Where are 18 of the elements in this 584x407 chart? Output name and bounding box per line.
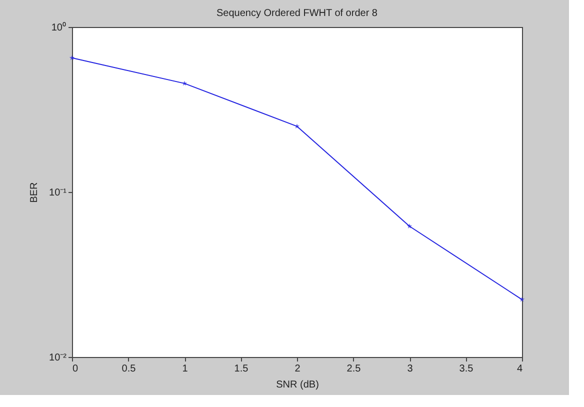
x-tick-label: 4 [516, 364, 523, 374]
x-tick-label: 0.5 [122, 364, 136, 374]
x-tick-label: 1.5 [234, 364, 249, 374]
y-axis-title: BER [29, 182, 40, 203]
x-tick-label: 3.5 [459, 364, 474, 374]
x-axis-title: SNR (dB) [276, 380, 319, 390]
y-tick-label: 10⁻¹ [49, 188, 68, 198]
x-tick-label: 1 [182, 364, 188, 374]
x-tick-label: 3 [407, 364, 414, 374]
y-tick-label: 10⁻² [49, 352, 68, 364]
chart-title: Sequency Ordered FWHT of order 8 [216, 8, 378, 19]
y-tick-label: 10⁰ [51, 22, 66, 34]
point [519, 296, 525, 302]
x-tick-label: 0 [72, 364, 78, 374]
x-tick-label: 2 [294, 364, 301, 374]
x-tick-label: 2.5 [346, 364, 362, 374]
point [69, 55, 75, 60]
point [294, 124, 300, 129]
